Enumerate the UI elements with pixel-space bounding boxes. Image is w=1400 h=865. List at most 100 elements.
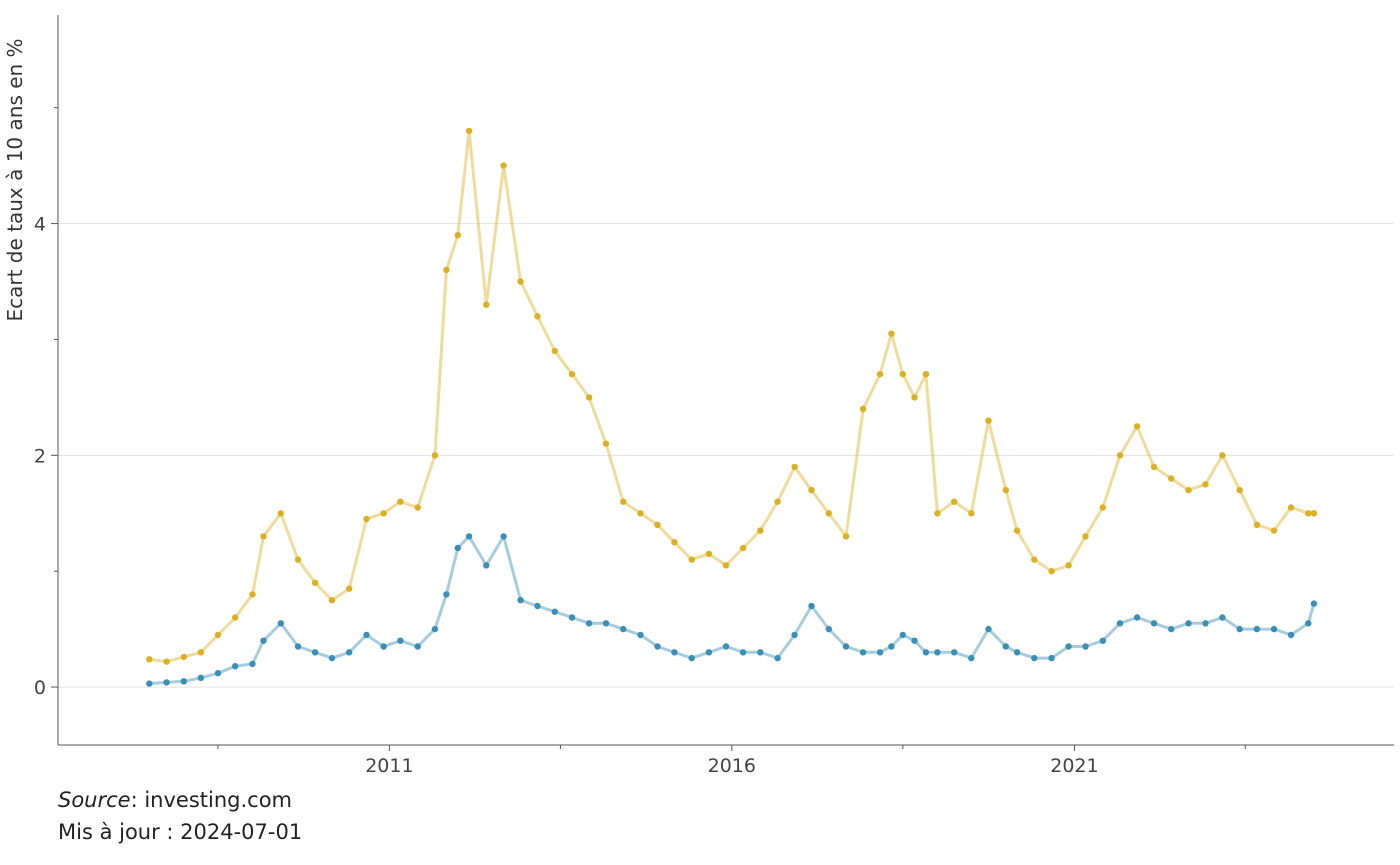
data-point <box>808 486 815 494</box>
data-point <box>1253 521 1261 528</box>
data-point <box>1185 486 1192 494</box>
data-point <box>705 550 713 557</box>
y-tick-label: 0 <box>34 677 46 699</box>
data-point <box>232 614 239 621</box>
data-point <box>911 394 918 401</box>
gridlines <box>58 223 1394 688</box>
x-tick-label: 2016 <box>708 755 756 777</box>
data-point <box>654 643 661 650</box>
data-point <box>739 544 747 552</box>
data-point <box>1219 614 1226 621</box>
data-point <box>328 654 336 662</box>
data-point <box>1305 510 1312 517</box>
data-point <box>774 498 781 505</box>
data-point <box>414 504 421 511</box>
data-point <box>1168 475 1175 482</box>
data-point <box>1002 486 1009 494</box>
data-point <box>951 498 958 505</box>
data-point <box>380 510 387 517</box>
data-point <box>825 625 832 633</box>
data-point <box>757 649 764 656</box>
data-point <box>397 498 404 505</box>
data-point <box>551 608 558 615</box>
data-point <box>397 637 404 644</box>
data-point <box>1219 452 1226 459</box>
data-point <box>585 620 593 627</box>
data-point <box>739 649 747 656</box>
data-point <box>842 643 850 650</box>
data-point <box>842 533 850 540</box>
data-point <box>654 521 661 528</box>
data-point <box>888 330 895 337</box>
data-point <box>249 660 256 668</box>
x-tick-label: 2021 <box>1050 755 1098 777</box>
data-point <box>705 649 713 656</box>
data-point <box>1031 654 1038 662</box>
data-point <box>1013 649 1021 656</box>
data-point <box>985 417 992 424</box>
data-point <box>1270 625 1278 633</box>
data-point <box>899 631 906 639</box>
data-point <box>346 585 353 592</box>
data-point <box>1065 643 1072 650</box>
data-point <box>568 371 576 378</box>
data-point <box>671 539 678 546</box>
data-point <box>1270 527 1278 534</box>
data-point <box>1236 625 1243 633</box>
data-point <box>620 625 627 633</box>
data-point <box>260 637 267 644</box>
y-tick-label: 2 <box>34 445 46 467</box>
data-point <box>163 679 170 686</box>
data-point <box>968 510 975 517</box>
data-point <box>1150 620 1158 627</box>
data-point <box>431 625 439 633</box>
data-point <box>214 670 222 677</box>
data-point <box>757 527 764 534</box>
data-point <box>1048 654 1055 662</box>
data-point <box>163 658 170 665</box>
data-point <box>363 515 370 523</box>
data-point <box>180 653 187 661</box>
data-point <box>985 625 992 633</box>
source-label: Source <box>58 788 131 812</box>
data-point <box>888 643 895 650</box>
data-point <box>1150 463 1158 471</box>
data-point <box>934 649 941 656</box>
data-point <box>1310 510 1318 517</box>
data-point <box>232 663 239 670</box>
x-tick-label: 2011 <box>365 755 413 777</box>
data-point <box>1116 620 1124 627</box>
data-point <box>922 649 930 656</box>
data-point <box>500 533 507 540</box>
data-point <box>380 643 387 650</box>
data-point <box>465 127 473 135</box>
data-point <box>294 643 302 650</box>
data-point <box>1168 625 1175 633</box>
data-point <box>483 562 490 569</box>
data-point <box>968 654 975 662</box>
axes: 0 2 4 2011 2016 2021 <box>34 15 1394 777</box>
data-point <box>620 498 627 505</box>
source-line: Source: investing.com <box>58 788 292 812</box>
data-point <box>934 510 941 517</box>
data-point <box>443 266 450 274</box>
data-point <box>214 631 222 639</box>
data-point <box>808 602 815 610</box>
data-point <box>602 620 610 627</box>
data-point <box>1287 631 1295 639</box>
y-axis-title: Ecart de taux à 10 ans en % <box>3 38 27 321</box>
data-point <box>1253 625 1261 633</box>
data-point <box>1202 481 1209 488</box>
data-point <box>197 649 205 656</box>
data-point <box>431 452 439 459</box>
data-point <box>294 556 302 563</box>
data-point <box>483 301 490 308</box>
data-point <box>791 463 798 471</box>
data-point <box>899 371 906 378</box>
data-point <box>443 591 450 598</box>
data-point <box>454 544 461 552</box>
data-point <box>1185 620 1192 627</box>
series-1 <box>146 127 1318 665</box>
data-point <box>1082 643 1089 650</box>
updated-line: Mis à jour : 2024-07-01 <box>58 820 303 844</box>
